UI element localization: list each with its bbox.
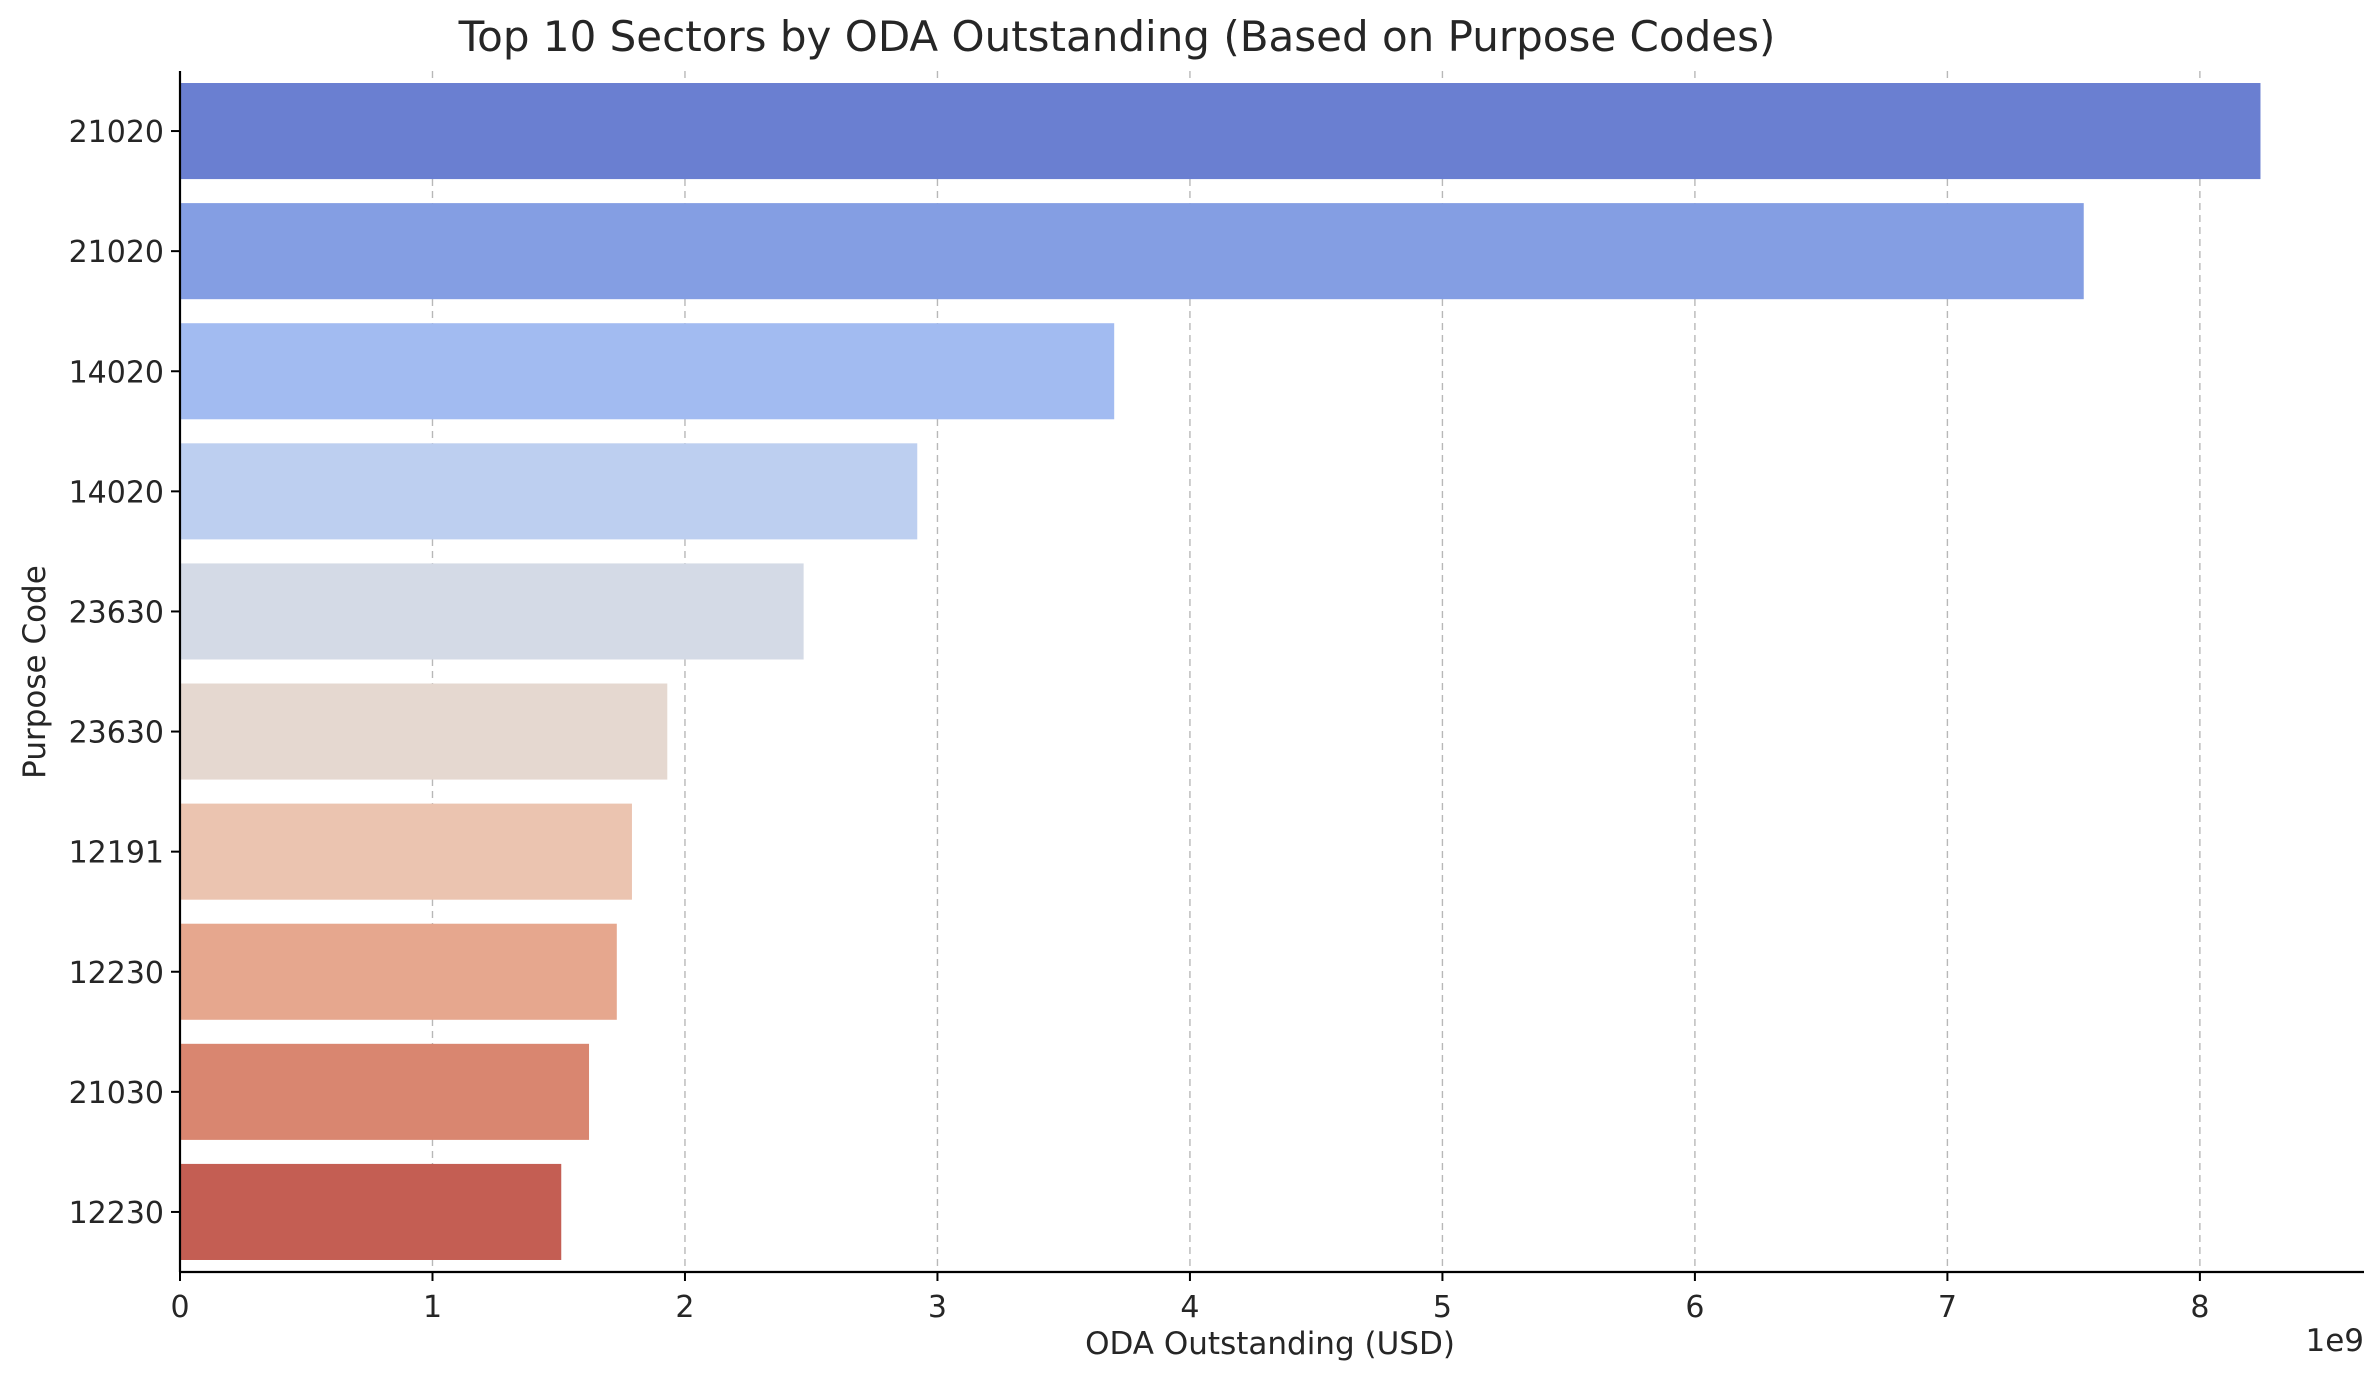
bar-7: [180, 803, 632, 900]
y-tick-label: 14020: [69, 355, 164, 390]
bar-4: [180, 443, 918, 540]
y-tick-label: 23630: [69, 595, 164, 630]
x-tick-label: 5: [1433, 1290, 1452, 1325]
bar-10: [180, 1163, 562, 1260]
y-tick-label: 21020: [69, 115, 164, 150]
y-tick-label: 14020: [69, 475, 164, 510]
x-tick-label: 6: [1685, 1290, 1704, 1325]
x-axis-label: ODA Outstanding (USD): [1085, 1326, 1455, 1362]
x-tick-label: 4: [1180, 1290, 1199, 1325]
y-tick-label: 12230: [69, 1196, 164, 1231]
x-axis-ticks: 0 1 2 3 4 5 6 7 8: [170, 1272, 2209, 1325]
y-tick-label: 12230: [69, 956, 164, 991]
x-axis-scale-label: 1e9: [2305, 1323, 2364, 1359]
bar-6: [180, 683, 668, 780]
x-tick-label: 0: [170, 1290, 189, 1325]
y-tick-label: 12191: [69, 836, 164, 871]
bar-8: [180, 923, 617, 1020]
chart-title: Top 10 Sectors by ODA Outstanding (Based…: [458, 12, 1776, 61]
bar-9: [180, 1043, 590, 1140]
x-tick-label: 7: [1938, 1290, 1957, 1325]
y-axis-label: Purpose Code: [17, 565, 53, 779]
bar-5: [180, 563, 804, 660]
x-tick-label: 2: [675, 1290, 694, 1325]
y-axis-ticks: 21020 21020 14020 14020 23630 23630 12191 12230…: [69, 115, 180, 1231]
bar-3: [180, 323, 1115, 420]
bars: [180, 83, 2261, 1260]
x-tick-label: 8: [2190, 1290, 2209, 1325]
y-tick-label: 23630: [69, 716, 164, 751]
y-tick-label: 21030: [69, 1076, 164, 1111]
bar-2: [180, 203, 2084, 300]
y-tick-label: 21020: [69, 235, 164, 270]
x-tick-label: 1: [423, 1290, 442, 1325]
gridlines: [431, 71, 2201, 1272]
bar-1: [180, 83, 2261, 180]
axes: [178, 71, 2364, 1274]
x-tick-label: 3: [928, 1290, 947, 1325]
